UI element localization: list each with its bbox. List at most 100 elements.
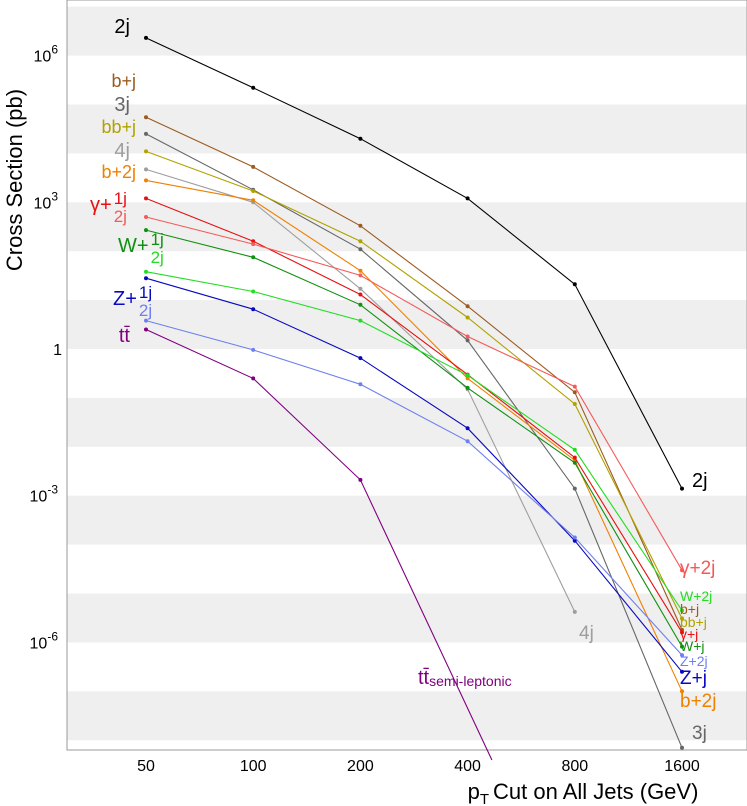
series-label-right: bb+j [680, 614, 707, 630]
data-point [144, 276, 148, 281]
background-band [67, 593, 747, 643]
data-point [251, 307, 256, 312]
series-label-left: W+ [118, 235, 149, 257]
series-label-left-sup: 1j [139, 283, 152, 302]
data-point [251, 198, 256, 203]
annotation-main: tt̄ [418, 667, 430, 689]
data-point [680, 689, 684, 694]
series-label-right: γ+j [680, 626, 698, 642]
data-point [144, 131, 148, 136]
series-label-left: bb+j [101, 117, 136, 137]
data-point [572, 460, 577, 465]
data-point [144, 269, 148, 274]
background-bands [67, 6, 747, 741]
x-axis-title-subscript: T [480, 791, 489, 806]
data-point [680, 568, 684, 573]
data-point [572, 609, 577, 614]
data-point [144, 215, 148, 219]
y-tick-base: 10 [34, 195, 52, 212]
data-point [680, 616, 684, 621]
series-label-left: 3j [114, 94, 130, 116]
data-point [680, 644, 684, 649]
annotation-text: tt̄semi-leptonic [418, 667, 512, 689]
data-point [144, 115, 148, 120]
background-band [67, 397, 747, 447]
data-point [358, 136, 363, 141]
series-8 [144, 215, 684, 573]
data-point [358, 292, 363, 297]
data-point [572, 447, 577, 452]
data-point [251, 347, 256, 352]
series-10 [144, 269, 684, 613]
series-line [145, 229, 683, 647]
data-point [144, 196, 148, 201]
series-label-right: Z+2j [680, 653, 708, 669]
x-tick-label: 800 [561, 758, 588, 775]
x-tick-label: 100 [240, 758, 267, 775]
series-label-left-sup: 1j [151, 230, 164, 249]
series-label-right: Z+j [680, 668, 707, 689]
data-point [680, 486, 684, 491]
y-tick-base: 10 [30, 635, 48, 652]
data-point [465, 426, 470, 431]
data-point [465, 338, 470, 343]
data-point [251, 289, 256, 294]
data-point [465, 334, 470, 339]
data-point [572, 535, 577, 540]
y-tick-label: 106 [34, 43, 59, 66]
series-label-left-sub: 2j [151, 248, 164, 267]
data-point [465, 373, 470, 378]
series-9 [144, 228, 684, 649]
series-1 [144, 35, 684, 491]
series-11 [144, 276, 684, 674]
x-tick-label: 50 [137, 758, 155, 775]
series-line [145, 216, 683, 571]
series-label-left-sub: 2j [114, 207, 127, 226]
data-point [465, 385, 470, 390]
data-point [572, 486, 577, 491]
data-point [251, 255, 256, 260]
data-point [144, 35, 148, 40]
data-point [358, 239, 363, 244]
y-tick-exponent: 6 [51, 43, 58, 57]
data-point [358, 318, 363, 323]
series-2 [144, 115, 684, 632]
y-tick-base: 10 [34, 49, 52, 66]
series-label-right: b+2j [680, 691, 716, 712]
series-4 [144, 149, 684, 621]
series-line [145, 133, 683, 749]
data-point [358, 477, 363, 482]
y-tick-base: 10 [30, 489, 48, 506]
annotation-subscript: semi-leptonic [429, 673, 511, 689]
series-labels-right: 2j γ+2j W+2jb+jbb+jγ+jW+jZ+2jZ+jb+2j 3j 4j [579, 470, 716, 744]
series-line [145, 328, 493, 761]
series-label-right: γ+2j [680, 558, 715, 579]
data-point [358, 302, 363, 307]
background-band [67, 202, 747, 252]
x-tick-label: 200 [347, 758, 374, 775]
data-point [144, 228, 148, 233]
data-point [680, 608, 684, 613]
series-3 [144, 131, 684, 750]
y-tick-label: 1 [53, 342, 62, 359]
data-point [251, 239, 256, 244]
data-point [358, 223, 363, 228]
series-label-left: b+2j [101, 162, 136, 182]
series-line [145, 197, 683, 633]
y-tick-label: 103 [34, 189, 59, 212]
data-point [144, 318, 148, 323]
data-point [144, 167, 148, 172]
series-12 [144, 318, 684, 658]
data-point [465, 304, 470, 309]
series-label-left: Z+ [113, 288, 137, 310]
y-tick-exponent: -6 [47, 629, 58, 643]
x-tick-label: 400 [454, 758, 481, 775]
plot-frame [66, 0, 747, 751]
series-label-right: W+2j [680, 588, 712, 604]
data-point [144, 178, 148, 183]
series-label-left: 4j [114, 140, 130, 162]
series-label-right: W+j [680, 638, 705, 654]
data-point [358, 268, 363, 273]
